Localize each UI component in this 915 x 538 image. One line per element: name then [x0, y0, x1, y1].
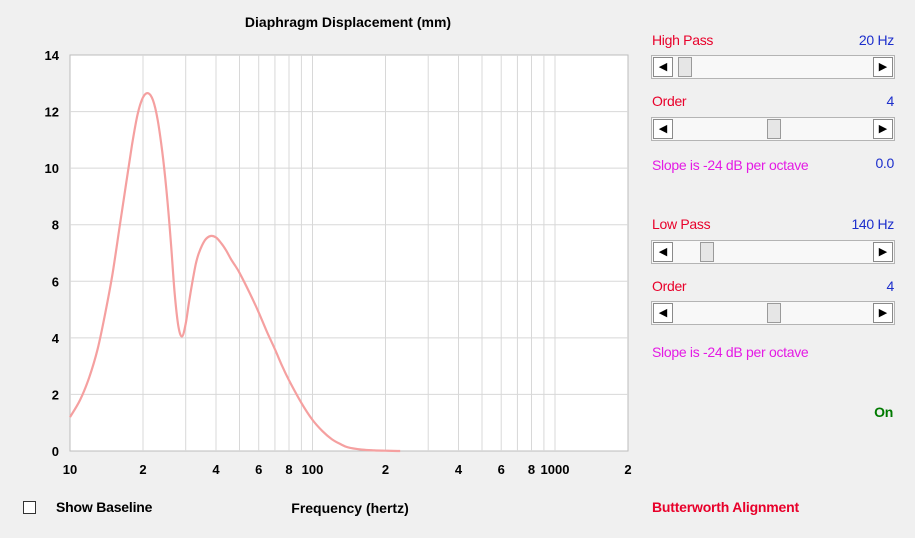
- left-arrow-icon[interactable]: ◀: [653, 119, 673, 139]
- right-arrow-icon[interactable]: ▶: [873, 57, 893, 77]
- y-tick-label: 2: [52, 387, 59, 402]
- left-arrow-icon[interactable]: ◀: [653, 57, 673, 77]
- series-layer: [69, 91, 401, 453]
- right-arrow-icon[interactable]: ▶: [873, 119, 893, 139]
- x-tick-label: 6: [498, 462, 505, 477]
- left-arrow-icon[interactable]: ◀: [653, 242, 673, 262]
- x-tick-label: 2: [139, 462, 146, 477]
- y-tick-label: 0: [52, 444, 59, 459]
- low-order-value: 4: [886, 278, 895, 294]
- high-pass-value: 20 Hz: [858, 32, 894, 48]
- y-tick-label: 6: [52, 274, 59, 289]
- x-tick-labels: 10 2 4 6 8 100 2 4 6 8 1000 2: [63, 462, 632, 477]
- y-tick-label: 4: [52, 331, 60, 346]
- x-tick-label: 4: [455, 462, 463, 477]
- y-tick-label: 8: [52, 218, 59, 233]
- left-arrow-icon[interactable]: ◀: [653, 303, 673, 323]
- x-tick-label: 8: [528, 462, 535, 477]
- x-tick-label: 10: [63, 462, 77, 477]
- low-order-slider-thumb[interactable]: [767, 303, 781, 323]
- x-tick-label: 4: [212, 462, 220, 477]
- x-tick-label: 1000: [541, 462, 570, 477]
- low-pass-slider-thumb[interactable]: [700, 242, 715, 262]
- show-baseline-label[interactable]: Show Baseline: [56, 499, 153, 515]
- high-order-label: Order: [652, 93, 687, 109]
- alignment-label: Butterworth Alignment: [652, 499, 799, 515]
- high-pass-slider[interactable]: ◀ ▶: [651, 55, 895, 79]
- chart-title: Diaphragm Displacement (mm): [245, 14, 451, 30]
- x-tick-label: 2: [382, 462, 389, 477]
- x-axis-label: Frequency (hertz): [291, 500, 408, 516]
- high-slope-text: Slope is -24 dB per octave: [652, 157, 809, 173]
- x-tick-label: 100: [302, 462, 324, 477]
- high-pass-slider-thumb[interactable]: [677, 57, 692, 77]
- status-on: On: [874, 404, 893, 420]
- right-arrow-icon[interactable]: ▶: [873, 303, 893, 323]
- low-pass-slider[interactable]: ◀ ▶: [651, 240, 895, 264]
- low-order-label: Order: [652, 278, 687, 294]
- high-slope-value: 0.0: [875, 155, 894, 171]
- high-order-slider-thumb[interactable]: [767, 119, 781, 139]
- show-baseline-checkbox[interactable]: [23, 501, 36, 514]
- high-order-slider[interactable]: ◀ ▶: [651, 117, 895, 141]
- low-order-slider[interactable]: ◀ ▶: [651, 301, 895, 325]
- y-tick-label: 14: [45, 48, 60, 63]
- low-pass-value: 140 Hz: [851, 216, 894, 232]
- x-tick-label: 6: [255, 462, 262, 477]
- low-pass-label: Low Pass: [652, 216, 711, 232]
- x-tick-label: 8: [285, 462, 292, 477]
- x-tick-label: 2: [624, 462, 631, 477]
- y-tick-labels: 0 2 4 6 8 10 12 14: [45, 48, 60, 459]
- high-pass-label: High Pass: [652, 32, 714, 48]
- grid-lines: [70, 55, 628, 451]
- y-tick-label: 12: [45, 105, 59, 120]
- displacement-series-line: [69, 91, 401, 453]
- low-slope-text: Slope is -24 dB per octave: [652, 344, 809, 360]
- y-tick-label: 10: [45, 161, 59, 176]
- right-arrow-icon[interactable]: ▶: [873, 242, 893, 262]
- high-order-value: 4: [886, 93, 895, 109]
- plot-area: [69, 54, 629, 452]
